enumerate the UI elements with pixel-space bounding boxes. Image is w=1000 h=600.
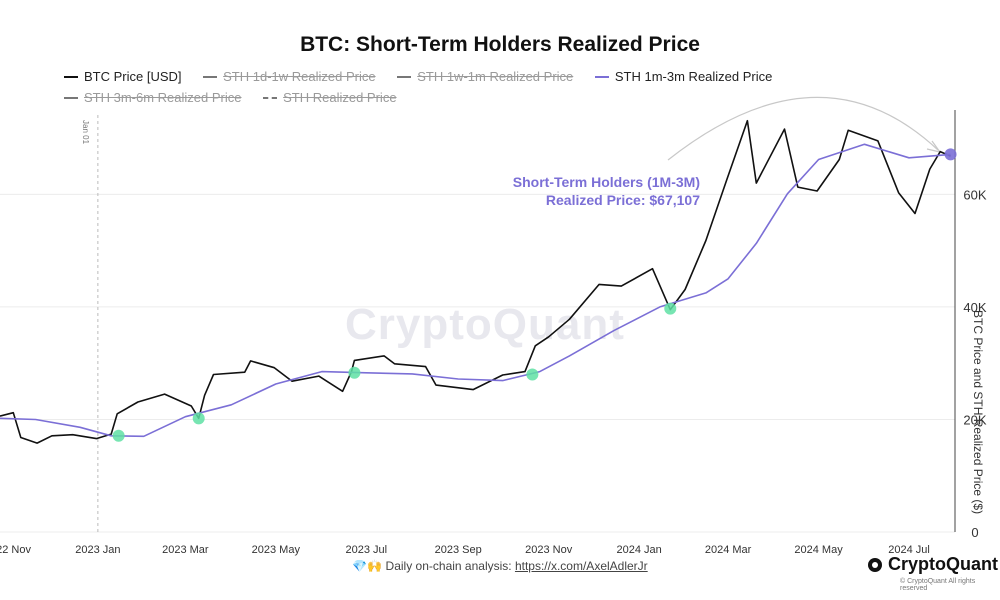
legend-sth-realized[interactable]: STH Realized Price	[263, 89, 397, 107]
footer: 💎🙌 Daily on-chain analysis: https://x.co…	[0, 559, 1000, 573]
legend-label: STH 3m-6m Realized Price	[84, 90, 242, 105]
legend-label: STH Realized Price	[283, 90, 397, 105]
legend-sth-1d-1w[interactable]: STH 1d-1w Realized Price	[203, 68, 376, 86]
legend-btc-price[interactable]: BTC Price [USD]	[64, 68, 182, 86]
x-tick-label: 2023 Sep	[435, 544, 482, 556]
footer-link[interactable]: https://x.com/AxelAdlerJr	[514, 559, 648, 573]
y-tick-label: 0	[971, 525, 978, 540]
y-tick-label: 20K	[963, 412, 986, 427]
annotation-line-1: Short-Term Holders (1M-3M)	[512, 174, 700, 190]
crossing-marker	[192, 412, 205, 425]
cryptoquant-logo-icon	[868, 557, 882, 572]
x-tick-label: 2024 Mar	[705, 544, 752, 556]
watermark: CryptoQuant	[345, 300, 625, 349]
crossing-marker	[526, 368, 539, 381]
copyright-text: © CryptoQuant All rights reserved	[900, 578, 976, 592]
legend-line-icon	[64, 76, 78, 78]
x-tick-label: 2024 Jan	[617, 544, 662, 556]
chart-title: BTC: Short-Term Holders Realized Price	[300, 33, 700, 56]
last-point-marker	[944, 148, 957, 161]
legend-label: STH 1w-1m Realized Price	[417, 69, 574, 84]
btc-price-line	[0, 119, 951, 444]
x-tick-label: 2023 Nov	[525, 544, 573, 556]
crossing-marker	[348, 366, 361, 379]
legend-label: STH 1m-3m Realized Price	[614, 69, 773, 84]
legend-line-icon	[64, 97, 78, 99]
crossing-marker	[112, 429, 125, 442]
legend-label: STH 1d-1w Realized Price	[223, 69, 376, 84]
annotation-arrow	[667, 96, 939, 161]
annotation: Short-Term Holders (1M-3M) Realized Pric…	[460, 173, 700, 209]
footer-text: Daily on-chain analysis:	[385, 559, 512, 573]
legend-line-icon	[397, 76, 412, 78]
legend-line-icon	[594, 76, 609, 78]
brand-logo: CryptoQuant	[868, 554, 998, 575]
legend-sth-3m-6m[interactable]: STH 3m-6m Realized Price	[64, 89, 242, 107]
legend-sth-1m-3m[interactable]: STH 1m-3m Realized Price	[594, 68, 773, 86]
chart-legend: BTC Price [USD] STH 1d-1w Realized Price…	[64, 65, 964, 107]
legend-dashed-line-icon	[263, 97, 278, 99]
x-tick-label: 2024 May	[794, 544, 843, 556]
y-tick-label: 60K	[963, 187, 986, 202]
diamond-hands-emoji-icon: 💎🙌	[352, 559, 383, 573]
y-axis-title: BTC Price and STH Realized Price ($)	[971, 310, 985, 515]
y-tick-label: 40K	[963, 300, 986, 315]
vertical-marker-label: Jan 01	[81, 120, 90, 145]
x-tick-label: 2023 May	[252, 544, 301, 556]
annotation-line-2: Realized Price: $67,107	[545, 192, 700, 208]
brand-name: CryptoQuant	[888, 554, 998, 574]
crossing-marker	[664, 302, 677, 315]
x-tick-label: 2022 Nov	[0, 544, 31, 556]
legend-label: BTC Price [USD]	[84, 69, 182, 84]
x-tick-label: 2023 Mar	[162, 544, 209, 556]
x-tick-label: 2023 Jan	[75, 544, 120, 556]
legend-line-icon	[203, 76, 218, 78]
x-tick-label: 2024 Jul	[888, 544, 930, 556]
legend-sth-1w-1m[interactable]: STH 1w-1m Realized Price	[397, 68, 573, 86]
x-tick-label: 2023 Jul	[345, 544, 387, 556]
sth-1m-3m-line	[0, 143, 951, 438]
